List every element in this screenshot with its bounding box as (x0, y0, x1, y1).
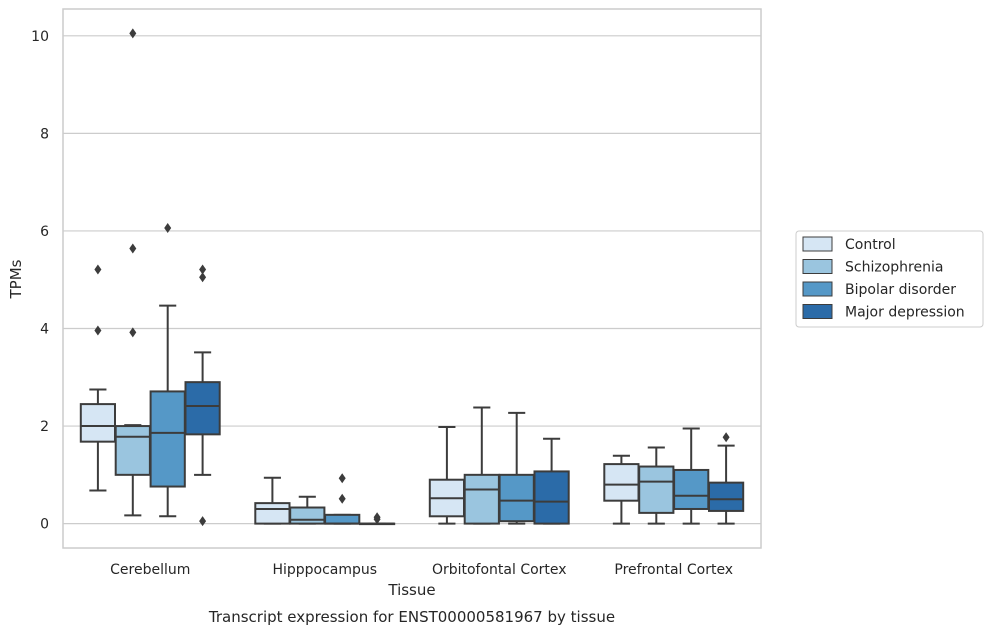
y-tick-label: 6 (40, 224, 49, 240)
x-tick-label: Prefrontal Cortex (614, 562, 733, 578)
box-group (603, 454, 640, 525)
box (673, 468, 710, 510)
x-tick-label: Orbitofontal Cortex (432, 562, 567, 578)
y-tick-label: 8 (40, 126, 49, 142)
legend-swatch (802, 236, 833, 252)
legend-swatch (802, 304, 833, 319)
box-group (638, 446, 675, 525)
outlier-point (373, 512, 381, 523)
y-tick-label: 4 (40, 321, 49, 337)
outlier-point (199, 272, 207, 283)
legend-label: Schizophrenia (845, 260, 943, 276)
legend-label: Bipolar disorder (845, 282, 956, 298)
y-tick-label: 2 (40, 419, 49, 435)
box (324, 513, 361, 525)
legend: Control Schizophrenia Bipolar disorder Majo… (795, 230, 984, 328)
box-group (358, 512, 396, 526)
box (149, 390, 186, 488)
outlier-point (129, 243, 137, 254)
box-group (428, 426, 466, 525)
box (498, 473, 535, 523)
box-group (114, 28, 151, 517)
x-tick-labels: Cerebellum Hipppocampus Orbitofontal Corte… (110, 562, 733, 578)
x-tick-label: Hipppocampus (272, 562, 377, 578)
outlier-point (164, 223, 172, 234)
plot-frame (62, 8, 762, 549)
y-axis-label: TPMs (7, 259, 25, 299)
box (254, 502, 291, 525)
box-group (673, 427, 710, 525)
box (533, 470, 570, 525)
box (114, 425, 151, 476)
outlier-point (199, 516, 207, 527)
box-group (149, 223, 186, 518)
box (707, 481, 745, 512)
legend-swatch (802, 281, 833, 297)
legend-frame (795, 230, 984, 328)
y-tick-label: 10 (31, 29, 49, 45)
outlier-point (338, 493, 346, 504)
box-group (254, 476, 291, 525)
box-group (324, 473, 361, 525)
y-tick-label: 0 (40, 517, 49, 533)
box (638, 465, 675, 514)
box (463, 473, 500, 525)
box (603, 463, 640, 502)
x-axis-label: Tissue (387, 581, 435, 599)
chart-caption: Transcript expression for ENST0000058196… (208, 608, 615, 626)
legend-label: Control (845, 237, 896, 253)
outlier-point (722, 432, 730, 443)
box (184, 381, 221, 436)
outlier-point (94, 325, 102, 336)
legend-label: Major depression (845, 305, 965, 321)
box (289, 506, 326, 525)
y-tick-labels: 0 2 4 6 8 10 (31, 29, 49, 533)
box-group (79, 264, 117, 492)
box-group (498, 411, 535, 525)
box (79, 403, 117, 443)
x-tick-label: Cerebellum (110, 562, 190, 578)
outlier-point (94, 264, 102, 275)
box-group (533, 437, 570, 525)
box-series (79, 28, 745, 527)
box-group (707, 432, 745, 525)
outlier-point (129, 28, 137, 39)
outlier-point (199, 264, 207, 275)
legend-swatch (802, 259, 833, 274)
outlier-point (338, 473, 346, 484)
box-group (463, 406, 500, 525)
box-group (184, 264, 221, 527)
outlier-point (129, 327, 137, 338)
